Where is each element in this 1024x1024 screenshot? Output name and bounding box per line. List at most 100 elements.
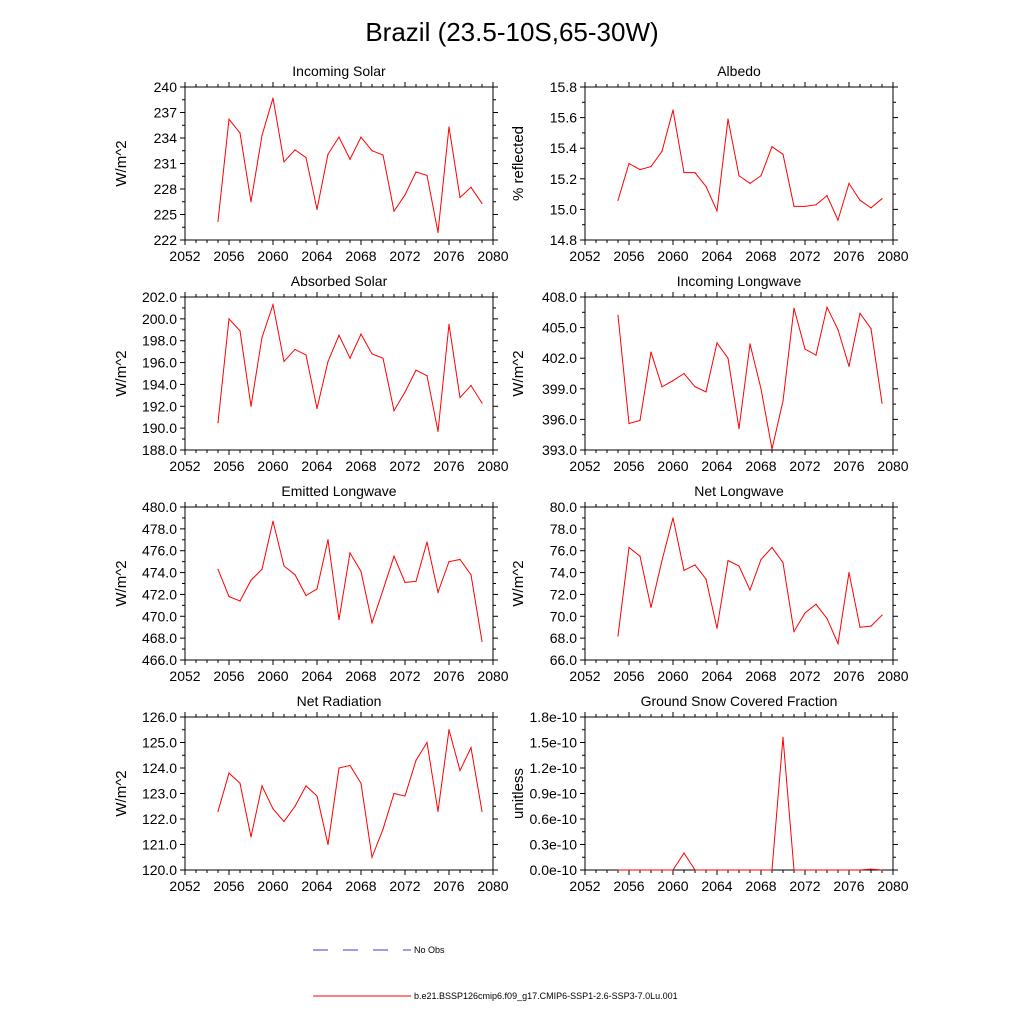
data-point bbox=[793, 630, 795, 633]
y-tick-label: 70.0 bbox=[550, 608, 577, 624]
data-point bbox=[470, 747, 472, 749]
data-point bbox=[371, 150, 373, 152]
data-point bbox=[782, 562, 784, 564]
x-tick-label: 2056 bbox=[213, 878, 244, 894]
data-point bbox=[859, 312, 861, 314]
data-point bbox=[639, 555, 641, 557]
data-point bbox=[250, 405, 252, 407]
data-point bbox=[217, 422, 219, 424]
panel-incoming-longwave: Incoming Longwave W/m^2 2052 2056 2060 2064 20… bbox=[510, 273, 909, 474]
y-axis-label: W/m^2 bbox=[113, 350, 130, 396]
data-point bbox=[459, 769, 461, 772]
data-point bbox=[316, 208, 318, 210]
x-tick-label: 2060 bbox=[657, 458, 688, 474]
data-point bbox=[650, 165, 652, 168]
x-tick-label: 2080 bbox=[877, 668, 908, 684]
y-tick-label: 15.0 bbox=[550, 201, 577, 217]
data-point bbox=[760, 388, 762, 390]
x-tick-label: 2072 bbox=[389, 878, 420, 894]
data-point bbox=[481, 202, 483, 205]
x-tick-label: 2068 bbox=[745, 878, 776, 894]
x-tick-label: 2064 bbox=[301, 458, 332, 474]
data-point bbox=[650, 351, 652, 353]
data-point bbox=[481, 810, 483, 812]
data-point bbox=[437, 430, 439, 433]
data-point bbox=[771, 869, 773, 871]
y-tick-label: 472.0 bbox=[142, 586, 177, 602]
x-tick-label: 2056 bbox=[213, 458, 244, 474]
x-tick-label: 2080 bbox=[877, 248, 908, 264]
x-tick-label: 2052 bbox=[169, 248, 200, 264]
data-point bbox=[881, 198, 883, 200]
data-point bbox=[437, 231, 439, 233]
data-point bbox=[426, 375, 428, 377]
panel-absorbed-solar: Absorbed Solar W/m^2 2052 2056 2060 2064 2068 2… bbox=[113, 273, 509, 474]
data-point bbox=[261, 785, 263, 787]
legend: No Obs b.e21.BSSP126cmip6.f09_g17.CMIP6-… bbox=[313, 945, 678, 1001]
data-point bbox=[415, 171, 417, 173]
data-point bbox=[804, 869, 806, 871]
data-point bbox=[393, 410, 395, 412]
data-point bbox=[261, 134, 263, 137]
data-point bbox=[261, 568, 263, 570]
data-point bbox=[470, 574, 472, 576]
data-point bbox=[217, 568, 219, 570]
data-point bbox=[881, 402, 883, 404]
data-point bbox=[338, 618, 340, 621]
y-tick-label: 196.0 bbox=[142, 355, 177, 371]
y-tick-label: 198.0 bbox=[142, 333, 177, 349]
y-tick-label: 1.8e-10 bbox=[530, 709, 578, 725]
data-point bbox=[716, 869, 718, 871]
data-point bbox=[338, 334, 340, 336]
data-point bbox=[815, 204, 817, 206]
panel-title: Net Radiation bbox=[297, 693, 382, 709]
panel-net-longwave: Net Longwave W/m^2 2052 2056 2060 2064 2068 207… bbox=[510, 483, 909, 684]
x-tick-label: 2064 bbox=[701, 668, 732, 684]
data-point bbox=[272, 808, 274, 810]
data-point bbox=[360, 136, 362, 138]
x-tick-label: 2080 bbox=[477, 668, 508, 684]
data-point bbox=[815, 869, 817, 871]
data-point bbox=[694, 564, 696, 566]
y-tick-label: 1.5e-10 bbox=[530, 735, 578, 751]
data-point bbox=[228, 772, 230, 774]
data-point bbox=[727, 118, 729, 120]
data-point bbox=[683, 852, 685, 854]
x-tick-label: 2076 bbox=[433, 878, 464, 894]
data-point bbox=[639, 419, 641, 422]
y-tick-label: 122.0 bbox=[142, 811, 177, 827]
data-point bbox=[327, 539, 329, 541]
x-tick-label: 2076 bbox=[833, 458, 864, 474]
data-point bbox=[848, 869, 850, 871]
panel-title: Albedo bbox=[717, 63, 761, 79]
data-point bbox=[749, 343, 751, 345]
panel-ground-snow-covered-fraction: Ground Snow Covered Fraction unitless 2052… bbox=[510, 693, 909, 894]
data-point bbox=[327, 360, 329, 363]
y-tick-label: 240 bbox=[154, 79, 178, 95]
x-tick-label: 2060 bbox=[257, 878, 288, 894]
y-axis-label: W/m^2 bbox=[510, 350, 527, 396]
y-tick-label: 190.0 bbox=[142, 420, 177, 436]
data-point bbox=[848, 182, 850, 184]
data-point bbox=[250, 836, 252, 838]
y-tick-label: 15.8 bbox=[550, 79, 577, 95]
data-point bbox=[804, 205, 806, 207]
data-point bbox=[738, 565, 740, 567]
legend-item-model-run: b.e21.BSSP126cmip6.f09_g17.CMIP6-SSP1-2.… bbox=[313, 991, 678, 1001]
x-tick-label: 2068 bbox=[745, 668, 776, 684]
data-point bbox=[415, 759, 417, 761]
data-point bbox=[694, 869, 696, 871]
y-tick-label: 0.3e-10 bbox=[530, 837, 578, 853]
data-point bbox=[804, 612, 806, 614]
data-point bbox=[617, 314, 619, 316]
data-point bbox=[349, 552, 351, 554]
x-tick-label: 2072 bbox=[389, 248, 420, 264]
y-tick-label: 222 bbox=[154, 232, 178, 248]
data-point bbox=[382, 589, 384, 591]
y-tick-label: 228 bbox=[154, 181, 178, 197]
panel-title: Emitted Longwave bbox=[281, 483, 396, 499]
data-point bbox=[415, 580, 417, 582]
data-point bbox=[881, 614, 883, 616]
